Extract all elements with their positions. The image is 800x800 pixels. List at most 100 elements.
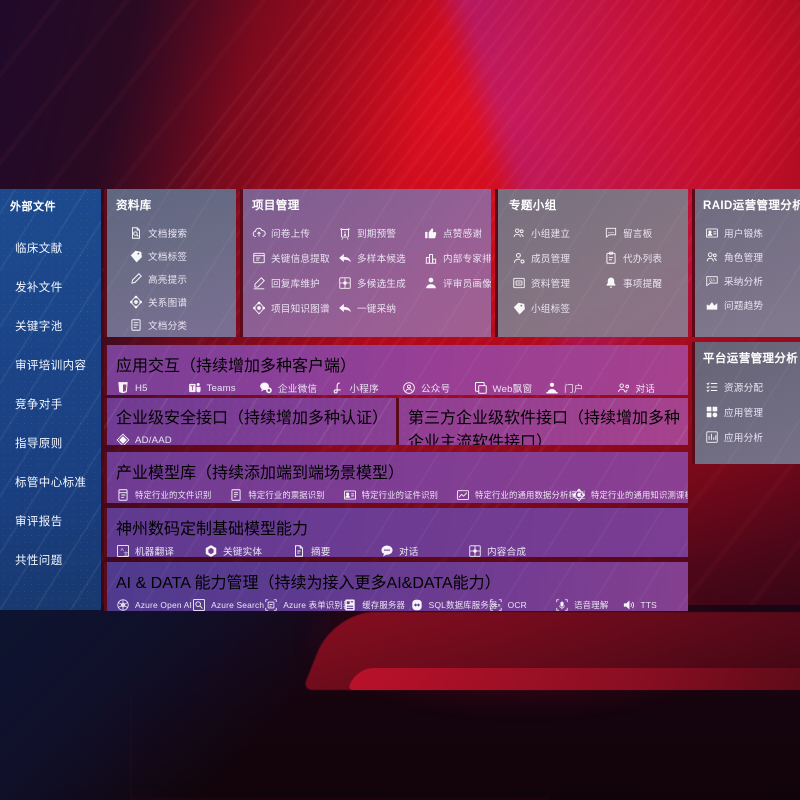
library-item-document-tag[interactable]: 文档标签 bbox=[129, 244, 236, 267]
cache-server-icon bbox=[343, 598, 357, 611]
client-item-dialog[interactable]: 对话 bbox=[617, 381, 689, 395]
base-item-content-synthesis[interactable]: 内容合成 bbox=[468, 544, 556, 557]
client-item-h5[interactable]: H5 bbox=[116, 381, 188, 395]
ai-item-voice-understanding[interactable]: 语音理解 bbox=[555, 598, 621, 611]
client-item-miniprogram[interactable]: 小程序 bbox=[331, 381, 403, 395]
project-item-one-click-adopt[interactable]: 一键采纳 bbox=[338, 296, 424, 320]
ai-item-cache-server[interactable]: 缓存服务器 bbox=[343, 598, 409, 611]
project-item-reviewer-portrait[interactable]: 评审员画像 bbox=[424, 271, 491, 295]
model-item-data-analysis-model[interactable]: 特定行业的通用数据分析模型 bbox=[456, 488, 585, 502]
team-item-todo-list[interactable]: 代办列表 bbox=[604, 246, 688, 270]
base-item-dialog[interactable]: 对话 bbox=[380, 544, 468, 557]
svg-text:OCR: OCR bbox=[491, 603, 500, 608]
raid-item-user-training[interactable]: 用户锻炼 bbox=[705, 221, 800, 245]
client-item-teams[interactable]: Teams bbox=[188, 381, 260, 395]
team-item-member-management[interactable]: 成员管理 bbox=[512, 246, 604, 270]
sidebar-item-review-report[interactable]: 审评报告 bbox=[15, 516, 63, 528]
document-search-icon bbox=[129, 226, 143, 240]
team-item-label: 留言板 bbox=[623, 229, 653, 240]
sidebar-dot-pattern bbox=[0, 189, 101, 610]
client-item-web-float-window[interactable]: Web飘窗 bbox=[474, 381, 546, 395]
ai-item-label: OCR bbox=[507, 600, 527, 610]
project-item-questionnaire-upload[interactable]: 问卷上传 bbox=[252, 221, 338, 245]
entity-icon bbox=[204, 544, 218, 557]
base-item-key-entity[interactable]: 关键实体 bbox=[204, 544, 292, 557]
library-item-highlight-hint[interactable]: 高亮提示 bbox=[129, 267, 236, 290]
model-item-file-recognition[interactable]: 特定行业的文件识别 bbox=[116, 488, 229, 502]
raid-item-role-management[interactable]: 角色管理 bbox=[705, 245, 800, 269]
client-item-label: Web飘窗 bbox=[492, 384, 533, 395]
sidebar-item-common-issues[interactable]: 共性问题 bbox=[15, 555, 63, 567]
team-item-message-board[interactable]: 留言板 bbox=[604, 221, 688, 245]
ai-item-azure-search[interactable]: Azure Search bbox=[192, 598, 264, 611]
row-client-interaction: 应用交互（持续增加多种客户端） H5 Teams 企业微信 小程序 bbox=[104, 345, 688, 395]
client-item-official-account[interactable]: 公众号 bbox=[402, 381, 474, 395]
background-bottom-texture bbox=[130, 690, 550, 800]
graph-network-icon bbox=[129, 295, 143, 309]
base-item-label: 内容合成 bbox=[487, 547, 527, 557]
sidebar-item-competitors[interactable]: 竞争对手 bbox=[15, 399, 63, 411]
project-item-reply-library-maintain[interactable]: 回复库维护 bbox=[252, 271, 338, 295]
library-item-document-search[interactable]: 文档搜索 bbox=[129, 221, 236, 244]
ai-item-azure-form-recognizer[interactable]: Azure 表单识别器 bbox=[264, 598, 351, 611]
platform-item-app-analysis[interactable]: 应用分析 bbox=[705, 424, 800, 449]
team-item-group-tag[interactable]: 小组标签 bbox=[512, 296, 604, 320]
data-analysis-model-icon bbox=[456, 488, 470, 502]
panel-project-management: 项目管理 问卷上传 到期预警 点赞感谢 关键信息提取 多样本候选 bbox=[240, 189, 491, 337]
row-thirdparty-interface: 第三方企业级软件接口（持续增加多种企业主流软件接口） API自动化设计器 bbox=[104, 398, 688, 445]
team-item-create-group[interactable]: 小组建立 bbox=[512, 221, 604, 245]
ai-item-label: TTS bbox=[640, 600, 657, 610]
ai-item-ocr[interactable]: OCR OCR bbox=[489, 598, 555, 611]
library-item-document-category[interactable]: 文档分类 bbox=[129, 313, 236, 336]
platform-item-label: 应用管理 bbox=[724, 407, 764, 419]
project-item-internal-expert-ranking[interactable]: 内部专家排名 bbox=[424, 246, 491, 270]
model-item-label: 特定行业的票据识别 bbox=[248, 490, 325, 500]
svg-text:文: 文 bbox=[124, 551, 129, 557]
model-item-knowledge-model[interactable]: 特定行业的通用知识测课模型 bbox=[572, 488, 688, 502]
person-settings-icon bbox=[512, 251, 526, 265]
sidebar-item-clinical-literature[interactable]: 临床文献 bbox=[15, 243, 63, 255]
team-item-material-management[interactable]: 资料管理 bbox=[512, 271, 604, 295]
file-recognition-icon bbox=[116, 488, 130, 502]
svg-text:QA: QA bbox=[709, 277, 715, 282]
sidebar-item-keyword-pool[interactable]: 关键字池 bbox=[15, 321, 63, 333]
sidebar-item-review-training[interactable]: 审评培训内容 bbox=[15, 360, 87, 372]
sidebar-item-standards-center[interactable]: 标管中心标准 bbox=[15, 477, 87, 489]
sidebar-item-guidelines[interactable]: 指导原则 bbox=[15, 438, 63, 450]
ai-item-tts[interactable]: TTS bbox=[622, 598, 688, 611]
ai-item-sql-database-server[interactable]: SQL数据库服务器 bbox=[410, 598, 497, 611]
client-item-portal[interactable]: 门户 bbox=[545, 381, 617, 395]
raid-item-adoption-analysis[interactable]: QA 采纳分析 bbox=[705, 269, 800, 293]
client-item-wecom[interactable]: 企业微信 bbox=[259, 381, 331, 395]
project-item-project-knowledge-graph[interactable]: 项目知识图谱 bbox=[252, 296, 338, 320]
platform-item-app-management[interactable]: 应用管理 bbox=[705, 399, 800, 424]
row-security-title: 企业级安全接口（持续增加多种认证） bbox=[116, 410, 389, 427]
project-item-expiry-alert[interactable]: 到期预警 bbox=[338, 221, 424, 245]
miniprogram-icon bbox=[331, 381, 345, 395]
raid-item-issue-trend[interactable]: 问题趋势 bbox=[705, 293, 800, 317]
security-item-ad-aad[interactable]: AD/AAD bbox=[116, 433, 201, 445]
base-item-summary[interactable]: 摘要 bbox=[292, 544, 380, 557]
project-item-label: 多样本候选 bbox=[357, 254, 406, 265]
project-item-label: 一键采纳 bbox=[357, 304, 397, 315]
knowledge-graph-icon bbox=[252, 301, 266, 315]
project-item-like-thanks[interactable]: 点赞感谢 bbox=[424, 221, 491, 245]
project-item-multi-candidate-generate[interactable]: 多候选生成 bbox=[338, 271, 424, 295]
sidebar-item-supplement-docs[interactable]: 发补文件 bbox=[15, 282, 63, 294]
project-item-key-info-extract[interactable]: 关键信息提取 bbox=[252, 246, 338, 270]
model-item-id-card-recognition[interactable]: 特定行业的证件识别 bbox=[343, 488, 456, 502]
ai-item-azure-open-ai[interactable]: Azure Open AI bbox=[116, 598, 192, 611]
model-item-receipt-recognition[interactable]: 特定行业的票据识别 bbox=[229, 488, 342, 502]
row-client-title: 应用交互（持续增加多种客户端） bbox=[116, 358, 357, 375]
team-item-event-reminder[interactable]: 事项提醒 bbox=[604, 271, 688, 295]
group-people-icon bbox=[512, 226, 526, 240]
library-item-relation-graph[interactable]: 关系图谱 bbox=[129, 290, 236, 313]
platform-item-resource-allocation[interactable]: 资源分配 bbox=[705, 374, 800, 399]
security-item-label: AD/AAD bbox=[135, 434, 172, 446]
person-portrait-icon bbox=[424, 276, 438, 290]
tag-icon bbox=[129, 249, 143, 263]
model-item-label: 特定行业的通用数据分析模型 bbox=[474, 490, 586, 500]
project-item-multi-sample-candidate[interactable]: 多样本候选 bbox=[338, 246, 424, 270]
platform-item-label: 应用分析 bbox=[724, 432, 764, 444]
